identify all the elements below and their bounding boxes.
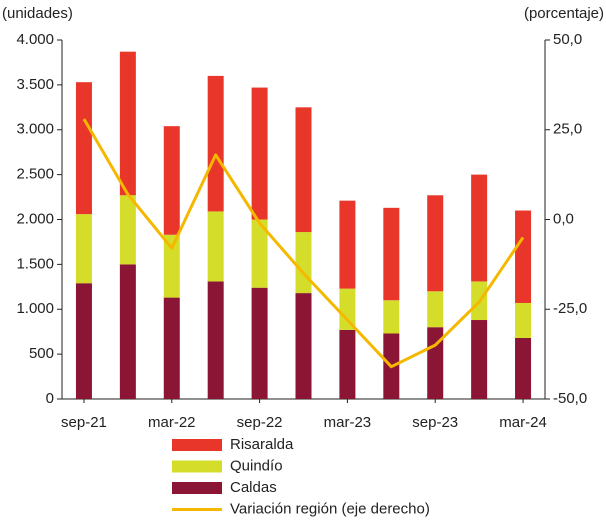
y-tick-label: 1.500: [16, 255, 54, 272]
y-tick-label: 3.000: [16, 121, 54, 138]
x-tick-label: sep-21: [61, 414, 107, 431]
y-tick-label: 0: [46, 390, 54, 407]
legend-label: Risaralda: [230, 436, 294, 453]
bar-segment: [471, 320, 488, 399]
bar-segment: [339, 288, 356, 330]
bar-segment: [163, 297, 180, 399]
y2-tick-label: 0,0: [553, 210, 574, 227]
bar-segment: [207, 211, 224, 282]
bar-segment: [163, 234, 180, 298]
bar-segment: [427, 327, 444, 399]
x-tick-label: sep-23: [412, 414, 458, 431]
bar-segment: [515, 302, 532, 338]
bar-segment: [339, 200, 356, 289]
y-axis-title: (unidades): [2, 5, 73, 22]
y-tick-label: 1.000: [16, 300, 54, 317]
bar-segment: [119, 264, 136, 399]
x-tick-label: mar-22: [148, 414, 196, 431]
bar-segment: [295, 232, 312, 294]
legend-label: Variación región (eje derecho): [230, 500, 430, 517]
y-tick-label: 500: [29, 345, 54, 362]
bar-segment: [119, 51, 136, 196]
bar-segment: [251, 219, 268, 288]
line: [82, 118, 525, 369]
y2-tick-label: -25,0: [553, 300, 587, 317]
bar-segment: [339, 329, 356, 399]
bar-segment: [471, 174, 488, 282]
bar-segment: [75, 283, 92, 399]
y-tick-label: 2.000: [16, 210, 54, 227]
y2-tick-label: -50,0: [553, 390, 587, 407]
bar-segment: [383, 207, 400, 301]
bar-segment: [515, 337, 532, 399]
y2-axis-title: (porcentaje): [524, 5, 604, 22]
y-tick-label: 2.500: [16, 166, 54, 183]
bar-segment: [251, 287, 268, 399]
legend-label: Caldas: [230, 479, 277, 496]
legend-swatch: [172, 439, 222, 451]
y2-tick-label: 25,0: [553, 121, 582, 138]
x-tick-label: sep-22: [237, 414, 283, 431]
bar-segment: [75, 82, 92, 215]
bar-segment: [207, 75, 224, 212]
y-tick-label: 4.000: [16, 31, 54, 48]
x-tick-label: mar-24: [499, 414, 547, 431]
bar-segment: [295, 293, 312, 399]
bar-segment: [427, 195, 444, 292]
x-tick-label: mar-23: [324, 414, 372, 431]
bar-segment: [251, 87, 268, 220]
legend-label: Quindío: [230, 457, 283, 474]
legend-swatch: [172, 482, 222, 494]
bar-segment: [163, 126, 180, 235]
bar-segment: [75, 214, 92, 284]
bar-segment: [427, 291, 444, 328]
y-tick-label: 3.500: [16, 76, 54, 93]
y2-tick-label: 50,0: [553, 31, 582, 48]
bar-segment: [207, 281, 224, 399]
bar-segment: [515, 210, 532, 303]
bar-segment: [119, 195, 136, 265]
bar-segment: [383, 300, 400, 334]
legend-swatch: [172, 460, 222, 473]
bar-segment: [295, 107, 312, 233]
